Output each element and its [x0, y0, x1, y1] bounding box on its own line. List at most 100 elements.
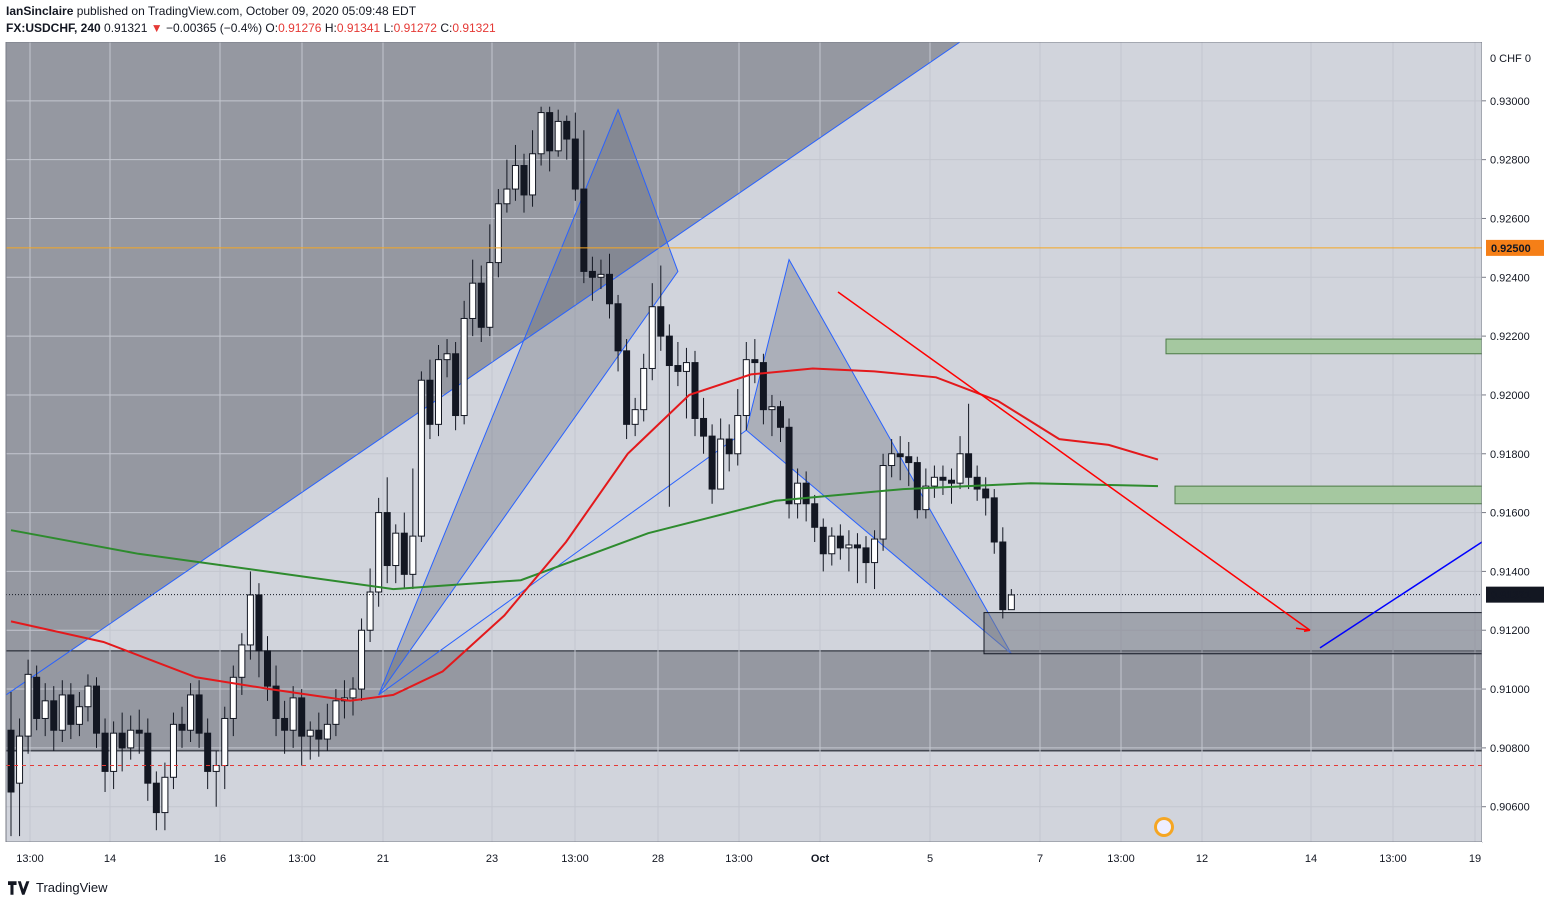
bearish-arrow — [837, 291, 1311, 631]
candle — [640, 353, 648, 422]
candle-down — [623, 350, 631, 425]
candle-down — [520, 165, 528, 196]
candle — [426, 359, 434, 440]
candle-up — [16, 735, 24, 784]
candle — [298, 689, 306, 766]
close-value: 0.91321 — [452, 21, 496, 35]
y-tick-label: 0.91200 — [1490, 625, 1530, 637]
bullish-projection-line — [1319, 541, 1483, 649]
candle-down — [281, 717, 289, 731]
candle — [306, 721, 314, 760]
candle — [725, 424, 733, 472]
candle — [922, 468, 930, 519]
low-label: L: — [383, 21, 394, 35]
candle-up — [221, 717, 229, 767]
candle-down — [315, 729, 323, 740]
candle — [665, 324, 673, 507]
price-chart[interactable]: 0 CHF 0 0.93000 0.92800 0.92600 0.92400 0.922… — [0, 42, 1548, 874]
channel-upper-line — [5, 42, 961, 696]
candle-up — [84, 685, 92, 708]
x-tick-label: 14 — [1305, 853, 1317, 865]
us-flag-event-inner — [1157, 820, 1171, 834]
candle — [742, 342, 750, 431]
pattern-triangle-xab — [378, 108, 679, 696]
candle-up — [734, 415, 742, 455]
candle-up — [58, 694, 66, 731]
candle — [67, 683, 75, 740]
candle — [7, 692, 15, 837]
y-tick-label: 0.92200 — [1490, 331, 1530, 343]
time-axis[interactable] — [0, 842, 1482, 874]
candle — [169, 712, 177, 790]
candle — [537, 106, 545, 166]
x-tick-label: 13:00 — [16, 853, 44, 865]
candle-up — [503, 188, 511, 205]
x-tick-label: 28 — [652, 853, 664, 865]
candle — [597, 259, 605, 290]
candle — [777, 400, 784, 442]
candle-down — [580, 188, 588, 272]
y-tick-label: 0.92000 — [1490, 390, 1530, 402]
candle — [862, 536, 870, 584]
candle-down — [101, 732, 109, 772]
candle-down — [588, 270, 596, 278]
candle-up — [486, 262, 494, 328]
candle — [187, 683, 195, 742]
candle — [982, 477, 990, 516]
candle — [828, 527, 836, 566]
candle — [580, 130, 588, 284]
high-label: H: — [324, 21, 337, 35]
y-tick-label: 0.91600 — [1490, 508, 1530, 520]
candle-up — [127, 729, 135, 749]
candle — [127, 715, 135, 760]
publish-header: IanSinclaire published on TradingView.co… — [6, 4, 416, 18]
candle — [469, 259, 477, 337]
candle — [178, 706, 186, 748]
x-tick-label: 19 — [1469, 853, 1481, 865]
author-name[interactable]: IanSinclaire — [6, 4, 74, 18]
x-tick-label: 5 — [927, 853, 933, 865]
candle-up — [768, 406, 776, 411]
x-tick-label: 16 — [214, 853, 226, 865]
candle — [75, 692, 83, 737]
y-tick-label: 0.93000 — [1490, 96, 1530, 108]
candle-down — [118, 732, 126, 749]
candle-up — [349, 688, 357, 699]
candle — [520, 153, 528, 213]
footer-brand[interactable]: TradingView — [36, 880, 108, 895]
pattern-leg-xc — [378, 429, 747, 696]
candle — [315, 712, 323, 757]
candle-up — [717, 438, 725, 490]
candle-up — [494, 203, 502, 264]
price-label-box — [1486, 586, 1544, 603]
price-axis[interactable] — [1482, 42, 1548, 842]
candle-down — [264, 650, 271, 687]
candle — [477, 265, 485, 342]
x-tick-label: 13:00 — [561, 853, 589, 865]
candle — [246, 571, 254, 660]
candle — [768, 394, 776, 437]
candle-up — [187, 694, 195, 731]
candle-down — [563, 120, 571, 140]
open-value: 0.91276 — [278, 21, 322, 35]
y-tick-label: 0.92800 — [1490, 155, 1530, 167]
candle-up — [742, 359, 750, 417]
candle — [785, 418, 793, 519]
candle-up — [529, 153, 537, 196]
candle — [84, 674, 92, 722]
candle-down — [477, 282, 485, 328]
tradingview-logo-icon[interactable] — [8, 880, 30, 895]
candle — [366, 568, 374, 642]
candle-up — [879, 465, 887, 540]
x-tick-label: Oct — [811, 853, 830, 865]
candle-up — [956, 453, 964, 484]
candle-down — [298, 697, 306, 737]
candle-up — [392, 532, 400, 567]
candle-down — [725, 438, 733, 455]
price-label-box — [1486, 239, 1544, 256]
candle-down — [614, 303, 622, 352]
candle — [494, 189, 502, 278]
candle-down — [691, 362, 699, 419]
symbol-label[interactable]: FX:USDCHF, 240 — [6, 21, 101, 35]
candle-down — [33, 676, 41, 719]
